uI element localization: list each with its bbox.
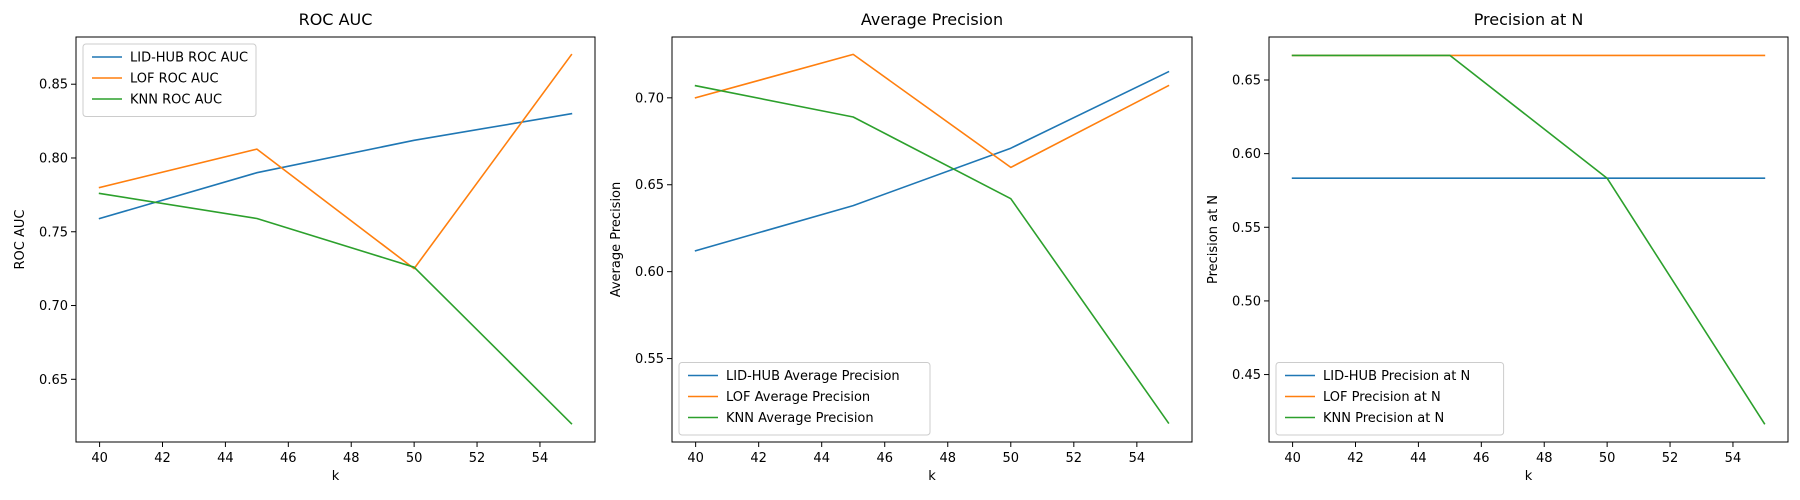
x-tick-label: 42	[1347, 451, 1364, 466]
series-line-2	[98, 53, 573, 270]
x-tick-label: 52	[469, 451, 486, 466]
plot-frame	[1268, 36, 1789, 443]
legend-label: LOF Precision at N	[1323, 390, 1441, 405]
legend-label: KNN ROC AUC	[130, 93, 222, 108]
legend-label: KNN Average Precision	[726, 411, 874, 426]
x-tick-label: 52	[1066, 451, 1083, 466]
y-tick-label: 0.70	[39, 299, 68, 314]
y-tick-label: 0.60	[635, 265, 664, 280]
x-tick-label: 44	[1410, 451, 1427, 466]
legend: LID-HUB Average Precision LOF Average Pre…	[678, 362, 931, 436]
x-axis-label: k	[1525, 469, 1533, 484]
x-tick-label: 48	[1536, 451, 1553, 466]
x-tick-label: 48	[939, 451, 956, 466]
chart-title: Average Precision	[861, 10, 1003, 29]
x-tick-label: 54	[1725, 451, 1742, 466]
legend-box	[82, 43, 257, 117]
series-line-2	[694, 53, 1170, 169]
y-tick-label: 0.60	[1232, 147, 1261, 162]
x-tick-label: 50	[1003, 451, 1020, 466]
x-tick-label: 46	[280, 451, 297, 466]
x-tick-label: 46	[1473, 451, 1490, 466]
y-tick-label: 0.75	[39, 225, 68, 240]
legend-label: LOF ROC AUC	[130, 72, 219, 87]
x-axis-label: k	[928, 469, 936, 484]
y-tick-label: 0.55	[635, 352, 664, 367]
y-tick-label: 0.85	[39, 78, 68, 93]
legend-label: LOF Average Precision	[726, 390, 870, 405]
chart-panel-1: ROC AUC 40 42 44 46 48 50 52 54 0.65 0.70 0.75 0.80 0…	[13, 10, 596, 484]
y-axis-label: ROC AUC	[13, 210, 28, 270]
series-line-3	[694, 84, 1170, 425]
x-tick-label: 50	[1599, 451, 1616, 466]
chart-panel-2: Average Precision 40 42 44 46 48 50 52 54 0.55 0.6…	[609, 10, 1193, 484]
plot-frame	[671, 36, 1193, 443]
x-tick-label: 42	[750, 451, 767, 466]
x-tick-label: 42	[154, 451, 171, 466]
y-tick-label: 0.65	[635, 178, 664, 193]
plot-frame	[75, 36, 596, 443]
legend-box	[678, 362, 931, 436]
y-tick-label: 0.80	[39, 151, 68, 166]
series-line-3	[1291, 54, 1766, 425]
legend-label: LID-HUB ROC AUC	[130, 51, 248, 66]
y-tick-label: 0.65	[1232, 74, 1261, 89]
legend: LID-HUB Precision at N LOF Precision at N…	[1275, 362, 1505, 436]
y-tick-label: 0.70	[635, 91, 664, 106]
x-tick-label: 40	[687, 451, 704, 466]
x-tick-label: 54	[1129, 451, 1146, 466]
x-axis-label: k	[332, 469, 340, 484]
x-tick-label: 40	[91, 451, 108, 466]
chart-panel-3: Precision at N 40 42 44 46 48 50 52 54 0.45 0.50 0.…	[1206, 10, 1789, 484]
y-tick-label: 0.50	[1232, 294, 1261, 309]
legend-label: LID-HUB Average Precision	[726, 369, 900, 384]
x-tick-label: 40	[1284, 451, 1301, 466]
series-line-3	[98, 192, 573, 425]
legend-box	[1275, 362, 1505, 436]
x-tick-label: 52	[1662, 451, 1679, 466]
y-tick-label: 0.45	[1232, 368, 1261, 383]
x-tick-label: 46	[876, 451, 893, 466]
x-tick-label: 44	[813, 451, 830, 466]
y-tick-label: 0.65	[39, 373, 68, 388]
x-tick-label: 44	[217, 451, 234, 466]
chart-title: ROC AUC	[299, 10, 373, 29]
y-axis-label: Average Precision	[609, 182, 624, 298]
y-axis-label: Precision at N	[1206, 195, 1221, 284]
legend: LID-HUB ROC AUC LOF ROC AUC KNN ROC AUC	[82, 43, 257, 117]
x-tick-label: 54	[532, 451, 549, 466]
series-line-1	[98, 112, 573, 220]
x-tick-label: 50	[406, 451, 423, 466]
chart-title: Precision at N	[1474, 10, 1584, 29]
series-line-1	[694, 70, 1170, 252]
legend-label: LID-HUB Precision at N	[1323, 369, 1470, 384]
y-tick-label: 0.55	[1232, 221, 1261, 236]
x-tick-label: 48	[343, 451, 360, 466]
legend-label: KNN Precision at N	[1323, 411, 1444, 426]
